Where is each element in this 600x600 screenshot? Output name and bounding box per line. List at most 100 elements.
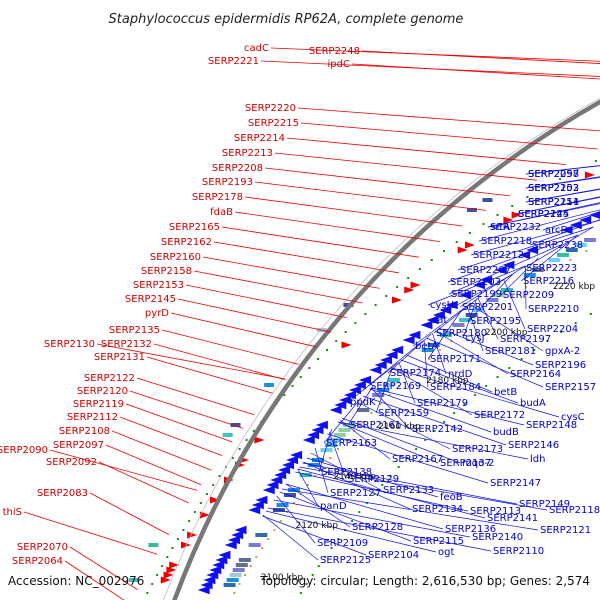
gc-dot	[546, 340, 549, 342]
kbp-label: 2160 kbp	[378, 422, 421, 432]
gc-dot	[337, 448, 339, 450]
kbp-label: 2180 kbp	[426, 376, 469, 386]
gc-dot	[199, 502, 202, 504]
reverse-leader-line	[525, 265, 527, 310]
forward-gene-label: SERP2130	[44, 339, 95, 350]
forward-gene-label: SERP2145	[125, 294, 176, 305]
gc-dot	[344, 331, 347, 333]
forward-leader-line	[286, 137, 567, 165]
cog-block	[493, 293, 506, 297]
reverse-gene-arrow	[218, 550, 231, 560]
cog-block	[523, 273, 536, 277]
forward-leader-line	[146, 356, 273, 394]
reverse-gene-label: budB	[493, 427, 519, 438]
reverse-gene-arrow	[227, 535, 240, 545]
gc-dot	[424, 439, 427, 441]
forward-leader-line	[125, 403, 233, 443]
reverse-gene-label: SERP2181	[485, 346, 536, 357]
reverse-gene-arrow	[445, 300, 458, 310]
forward-leader-line	[297, 107, 600, 132]
forward-gene-label: ipdC	[328, 59, 350, 70]
gc-dot	[385, 295, 388, 297]
gc-dot	[443, 250, 445, 252]
reverse-gene-label: SERP2257	[528, 169, 579, 180]
reverse-leader-line	[262, 514, 319, 561]
cog-block	[329, 438, 342, 442]
reverse-leader-line	[262, 515, 367, 556]
cog-block	[557, 253, 569, 257]
cog-block	[486, 298, 499, 302]
forward-leader-line	[270, 47, 600, 62]
reverse-leader-line	[500, 257, 539, 296]
feature-track	[128, 171, 600, 595]
gc-dot	[443, 421, 446, 423]
reverse-gene-arrow	[215, 555, 228, 565]
gc-dot	[261, 547, 264, 549]
reverse-gene-label: SERP2098	[528, 169, 579, 180]
gc-dot	[574, 322, 577, 324]
reverse-gene-label: SERP2218	[481, 236, 532, 247]
gc-dot	[308, 367, 311, 369]
reverse-gene-arrow	[402, 335, 415, 345]
gc-dot	[485, 313, 488, 315]
gc-dot	[171, 547, 174, 549]
forward-gene-arrow	[160, 576, 171, 584]
forward-gene-label: SERP2135	[109, 325, 160, 336]
forward-gene-arrow	[503, 216, 514, 224]
cog-block	[226, 578, 239, 582]
cog-block	[565, 248, 578, 252]
forward-gene-label: SERP2213	[222, 148, 273, 159]
reverse-gene-label: SERP2172	[474, 410, 525, 421]
gc-dot	[508, 367, 511, 369]
gc-dot	[389, 475, 392, 477]
reverse-gene-label: SERP2121	[540, 525, 591, 536]
reverse-gene-label: SERP2180	[436, 328, 487, 339]
reverse-gene-arrow	[278, 465, 291, 475]
forward-leader-line	[119, 416, 223, 456]
kbp-label: 2100 kbp	[261, 573, 304, 583]
cog-block	[238, 558, 251, 562]
cog-block	[324, 443, 337, 447]
reverse-gene-arrow	[251, 500, 264, 510]
reverse-gene-arrow	[518, 250, 531, 260]
reverse-leader-line	[467, 273, 514, 322]
kbp-label: 2120 kbp	[296, 521, 339, 531]
reverse-gene-arrow	[380, 355, 393, 365]
gc-dot	[351, 520, 354, 522]
gc-dot	[306, 484, 309, 486]
forward-gene-label: SERP2165	[169, 222, 220, 233]
gc-dot	[166, 556, 169, 558]
cog-block	[276, 503, 289, 507]
gc-dot	[361, 421, 364, 423]
forward-leader-line	[64, 560, 125, 600]
reverse-gene-arrow	[274, 470, 287, 480]
reverse-leader-line	[477, 297, 499, 340]
forward-gene-label: SERP2064	[12, 556, 63, 567]
reverse-gene-arrow	[290, 450, 303, 460]
kbp-scale: 2320 kbp2300 kbp2280 kbp2260 kbp2240 kbp…	[261, 282, 596, 583]
reverse-gene-arrow	[480, 275, 493, 285]
forward-gene-arrow	[341, 341, 352, 349]
reverse-leader-line	[525, 176, 600, 189]
forward-gene-arrow	[166, 566, 177, 574]
reverse-gene-arrow	[234, 525, 247, 535]
reverse-gene-arrow	[224, 540, 237, 550]
forward-gene-label: SERP2132	[101, 339, 152, 350]
gc-dot	[299, 376, 302, 378]
reverse-gene-label: SERP2148	[526, 420, 577, 431]
reverse-gene-label: arcD	[545, 225, 569, 236]
forward-gene-label: SERP2214	[234, 133, 285, 144]
reverse-leader-line	[276, 495, 316, 544]
reverse-gene-label: SERP2179	[417, 398, 468, 409]
reverse-gene-arrow	[348, 385, 361, 395]
reverse-gene-label: SERP2109	[317, 538, 368, 549]
gc-dot	[398, 385, 401, 387]
reverse-gene-label: SERP2209	[503, 290, 554, 301]
reverse-gene-label: srtA	[490, 222, 510, 233]
gc-dot	[485, 385, 488, 387]
reverse-gene-label: SERP2147	[490, 478, 541, 489]
gc-dot	[496, 214, 499, 216]
reverse-gene-label: sat	[432, 315, 447, 326]
reverse-gene-label: SERP2251	[528, 197, 579, 208]
forward-gene-arrow	[584, 171, 595, 179]
